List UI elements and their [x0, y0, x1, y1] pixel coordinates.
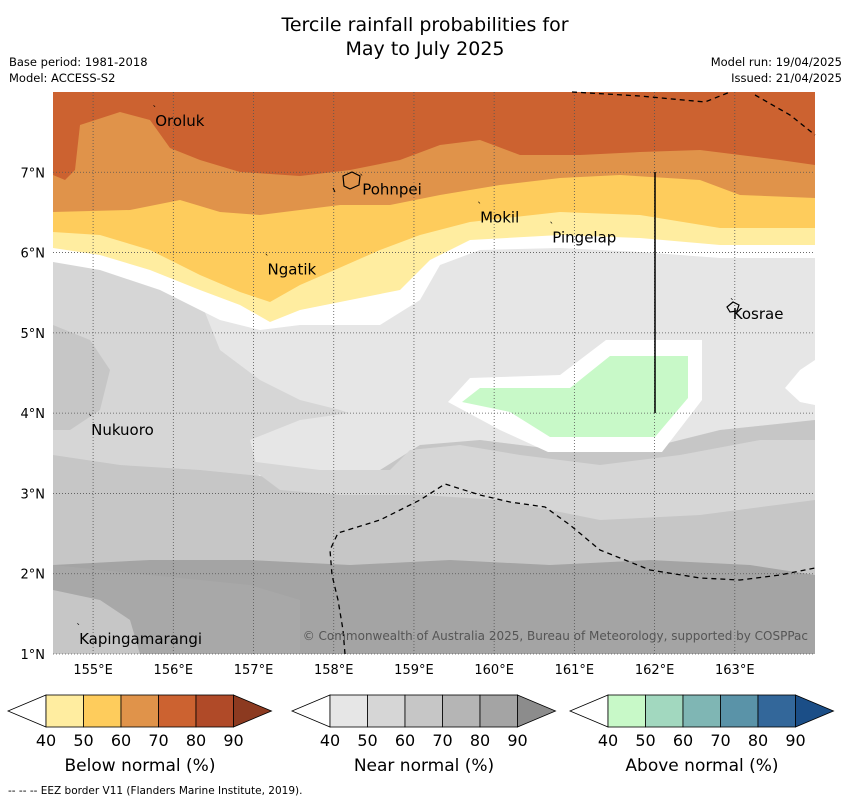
- colorbar-tick-label: 40: [36, 731, 56, 750]
- colorbar-tick-label: 80: [470, 731, 490, 750]
- colorbar-segment: [757, 694, 796, 728]
- colorbars: 40 50 60 70 80 90 40 50 60 70 80 90 40 50 60 70 80 90: [6, 694, 835, 750]
- colorbar-tick-label: 90: [223, 731, 243, 750]
- place-marker: `: [88, 413, 93, 425]
- colorbar-segment: [404, 694, 443, 728]
- colorbar-tick-label: 40: [598, 731, 618, 750]
- place-labels: `Oroluk`Pohnpei`Mokil`Pingelap`Ngatik`Ko…: [76, 104, 783, 648]
- colorbar-tick-label: 80: [186, 731, 206, 750]
- base-period-text: Base period: 1981-2018: [9, 55, 148, 69]
- colorbar-tick-label: 90: [507, 731, 527, 750]
- colorbar-tick-label: 40: [320, 731, 340, 750]
- eez-border: [329, 91, 816, 655]
- graticule: [53, 92, 815, 655]
- colorbar-segment: [120, 694, 159, 728]
- lat-tick-label: 3°N: [21, 487, 46, 502]
- colorbar-tick-label: 60: [395, 731, 415, 750]
- place-marker: `: [549, 221, 554, 233]
- lon-tick-label: 157°E: [234, 663, 274, 678]
- place-marker: `: [152, 104, 157, 116]
- place-marker: `: [359, 172, 364, 184]
- colorbar-segment: [682, 694, 721, 728]
- lon-tick-label: 156°E: [154, 663, 194, 678]
- colorbar-min-arrow: [568, 694, 609, 728]
- model-text: Model: ACCESS-S2: [9, 71, 116, 85]
- place-marker: `: [730, 297, 735, 309]
- map-title-line2: May to July 2025: [345, 38, 505, 60]
- pohnpei-island-shape: [342, 171, 361, 190]
- colorbar-tick-label: 70: [710, 731, 730, 750]
- colorbar-segment: [720, 694, 759, 728]
- lat-tick-label: 7°N: [21, 166, 46, 181]
- colorbar-max-arrow: [233, 694, 273, 728]
- probability-fields: [53, 92, 815, 654]
- colorbar-segment: [83, 694, 122, 728]
- place-label: Nukuoro: [91, 421, 154, 439]
- colorbar-tick-label: 90: [785, 731, 805, 750]
- place-label: Kosrae: [733, 305, 784, 323]
- place-label: Oroluk: [155, 112, 204, 130]
- lon-tick-label: 161°E: [555, 663, 595, 678]
- colorbar-above-label: Above normal (%): [625, 756, 779, 776]
- place-label: Mokil: [480, 208, 519, 226]
- lon-tick-label: 163°E: [715, 663, 755, 678]
- colorbar-segment: [45, 694, 84, 728]
- eez-legend-text: -- -- -- EEZ border V11 (Flanders Marine…: [8, 785, 303, 797]
- colorbar-segment: [367, 694, 406, 728]
- lat-tick-label: 2°N: [21, 568, 46, 583]
- place-label: Ngatik: [268, 261, 317, 279]
- colorbar-segment: [479, 694, 518, 728]
- colorbar-tick-label: 80: [748, 731, 768, 750]
- pohnpei-reef-mark: [332, 187, 336, 193]
- axis-tick-labels: 155°E 156°E 157°E 158°E 159°E 160°E 161°E 162°E…: [21, 166, 755, 678]
- place-label: Pohnpei: [362, 180, 422, 198]
- colorbar-tick-label: 50: [73, 731, 93, 750]
- colorbar-near-label: Near normal (%): [353, 756, 495, 776]
- lon-tick-label: 162°E: [635, 663, 675, 678]
- colorbar-tick-label: 60: [111, 731, 131, 750]
- colorbar-max-arrow: [795, 694, 835, 728]
- colorbar: 40 50 60 70 80 90: [568, 694, 835, 750]
- colorbar: 40 50 60 70 80 90: [6, 694, 273, 750]
- map-title-line1: Tercile rainfall probabilities for: [281, 14, 569, 36]
- colorbar-segment: [607, 694, 646, 728]
- lon-tick-label: 160°E: [474, 663, 514, 678]
- place-marker: `: [76, 622, 81, 634]
- place-label: Pingelap: [552, 229, 616, 247]
- lat-tick-label: 4°N: [21, 407, 46, 422]
- colorbar-segment: [329, 694, 368, 728]
- colorbar-min-arrow: [6, 694, 47, 728]
- colorbar-tick-label: 50: [357, 731, 377, 750]
- colorbar: 40 50 60 70 80 90: [290, 694, 557, 750]
- model-run-text: Model run: 19/04/2025: [710, 55, 842, 69]
- colorbar-tick-label: 50: [635, 731, 655, 750]
- colorbar-segment: [442, 694, 481, 728]
- colorbar-tick-label: 60: [673, 731, 693, 750]
- colorbar-min-arrow: [290, 694, 331, 728]
- colorbar-tick-label: 70: [148, 731, 168, 750]
- colorbar-below-label: Below normal (%): [64, 756, 216, 776]
- copyright-text: © Commonwealth of Australia 2025, Bureau…: [303, 629, 808, 643]
- lon-tick-label: 158°E: [314, 663, 354, 678]
- lat-tick-label: 1°N: [21, 648, 46, 663]
- issued-text: Issued: 21/04/2025: [731, 71, 842, 85]
- colorbar-segment: [158, 694, 197, 728]
- place-marker: `: [477, 200, 482, 212]
- colorbar-segment: [195, 694, 234, 728]
- lat-tick-label: 6°N: [21, 247, 46, 262]
- colorbar-max-arrow: [517, 694, 557, 728]
- lon-tick-label: 155°E: [73, 663, 113, 678]
- lat-tick-label: 5°N: [21, 327, 46, 342]
- place-marker: `: [265, 253, 270, 265]
- lon-tick-label: 159°E: [394, 663, 434, 678]
- kosrae-island-shape: [726, 301, 740, 313]
- place-label: Kapingamarangi: [79, 630, 202, 648]
- colorbar-tick-label: 70: [432, 731, 452, 750]
- colorbar-segment: [645, 694, 684, 728]
